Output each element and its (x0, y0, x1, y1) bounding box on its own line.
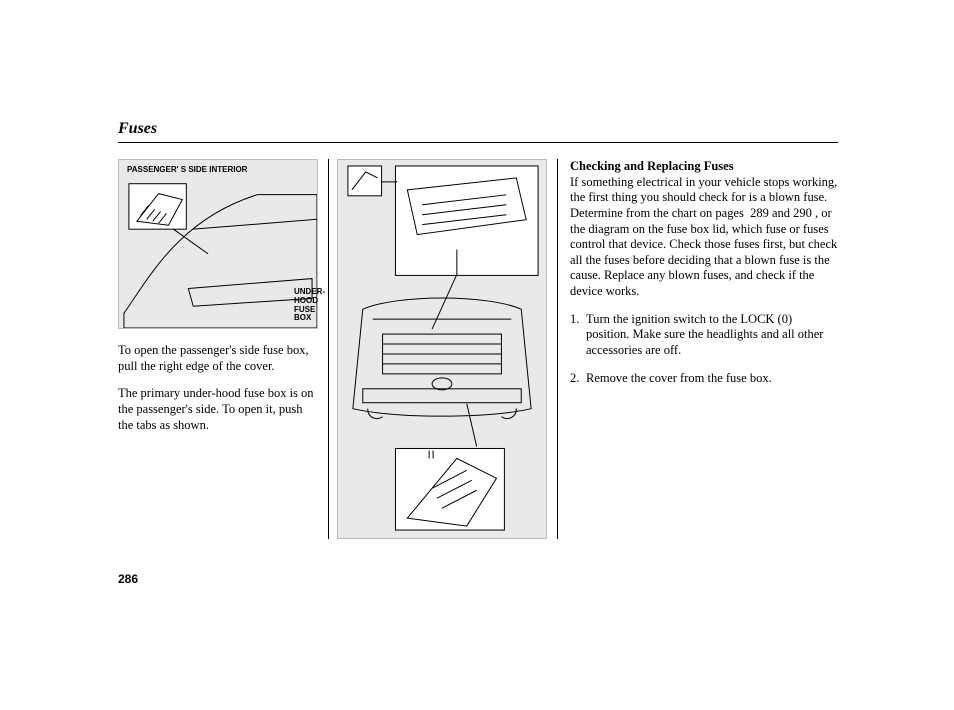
col3-intro: Checking and Replacing Fuses If somethin… (570, 159, 838, 300)
steps-list: Turn the ignition switch to the LOCK (0)… (570, 312, 838, 387)
columns: PASSENGER' S SIDE INTERIOR To open the p… (118, 159, 838, 539)
under-hood-fuse-box-figure: UNDER- HOOD FUSE BOX (337, 159, 547, 539)
step-1: Turn the ignition switch to the LOCK (0)… (570, 312, 838, 359)
col1-para1: To open the passenger's side fuse box, p… (118, 343, 318, 374)
column-right: Checking and Replacing Fuses If somethin… (558, 159, 838, 539)
column-center: UNDER- HOOD FUSE BOX (328, 159, 558, 539)
step-2: Remove the cover from the fuse box. (570, 371, 838, 387)
column-left: PASSENGER' S SIDE INTERIOR To open the p… (118, 159, 328, 539)
checking-replacing-heading: Checking and Replacing Fuses (570, 159, 734, 173)
col1-para2: The primary under-hood fuse box is on th… (118, 386, 318, 433)
under-hood-side-label: UNDER- HOOD FUSE BOX (294, 288, 334, 323)
page-number: 286 (118, 572, 138, 586)
col3-para1: If something electrical in your vehicle … (570, 175, 837, 298)
passenger-side-interior-figure: PASSENGER' S SIDE INTERIOR (118, 159, 318, 329)
page-title: Fuses (118, 120, 157, 137)
title-row: Fuses (118, 120, 838, 143)
